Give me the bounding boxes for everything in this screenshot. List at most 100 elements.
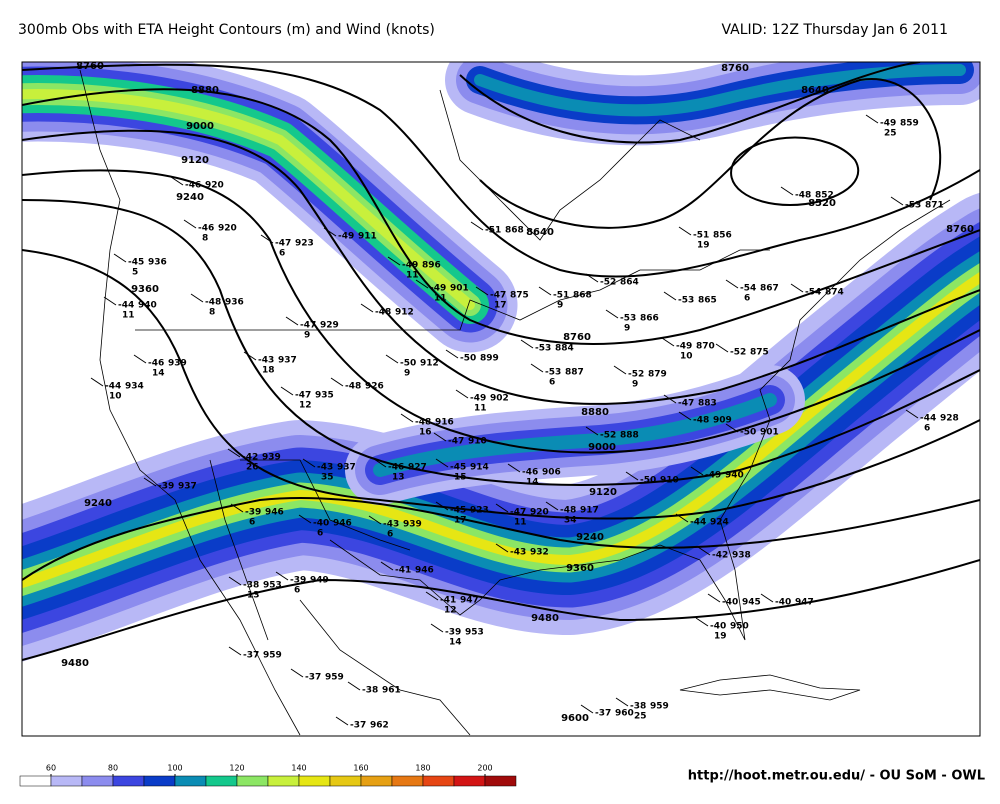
station-wind: 17 — [454, 516, 467, 526]
wind-barb — [190, 293, 204, 303]
station-wind: 8 — [209, 308, 215, 318]
colorbar-swatch — [174, 775, 207, 787]
colorbar-label: 140 — [291, 764, 306, 773]
station-temperature: -51 — [553, 291, 569, 301]
station-temperature: -39 — [158, 482, 174, 492]
wind-barb — [495, 543, 509, 553]
station-temperature: -44 — [105, 382, 121, 392]
station-height: 865 — [698, 296, 717, 306]
wind-barb — [400, 413, 414, 423]
station-temperature: -47 — [510, 508, 526, 518]
station-height: 960 — [615, 709, 634, 719]
contour — [459, 62, 921, 144]
station-height: 934 — [125, 382, 144, 392]
station-height: 945 — [742, 598, 761, 608]
contour-label: 9000 — [588, 442, 616, 453]
station-temperature: -53 — [535, 344, 551, 354]
contour-label: 8760 — [76, 61, 104, 72]
wind-barb — [302, 458, 316, 468]
station-temperature: -50 — [740, 428, 756, 438]
wind-barb — [615, 697, 629, 707]
wind-barb — [113, 253, 127, 263]
colorbar-swatch — [484, 775, 517, 787]
contour-label: 9240 — [176, 192, 204, 203]
station-temperature: -45 — [450, 463, 466, 473]
wind-barb — [545, 501, 559, 511]
station-temperature: -49 — [402, 261, 418, 271]
colorbar-swatch — [422, 775, 455, 787]
wind-barb — [183, 219, 197, 229]
station-temperature: -52 — [600, 431, 616, 441]
wind-barb — [368, 515, 382, 525]
contour-label: 8760 — [946, 224, 974, 235]
wind-barb — [435, 458, 449, 468]
station-height: 867 — [760, 284, 779, 294]
coastline — [79, 69, 301, 736]
station-height: 871 — [925, 201, 944, 211]
border — [240, 459, 411, 551]
contour — [22, 88, 980, 345]
coastline — [329, 199, 951, 641]
station-temperature: -53 — [620, 314, 636, 324]
colorbar-swatch — [453, 775, 486, 787]
station-temperature: -39 — [445, 628, 461, 638]
wind-barb — [280, 386, 294, 396]
station-height: 926 — [365, 382, 384, 392]
station-wind: 25 — [634, 712, 647, 722]
station-temperature: -39 — [245, 508, 261, 518]
wind-barb — [380, 561, 394, 571]
station-wind: 14 — [526, 478, 539, 488]
station-temperature: -47 — [678, 399, 694, 409]
station-wind: 6 — [279, 249, 285, 259]
station-temperature: -48 — [205, 298, 221, 308]
station-height: 937 — [178, 482, 197, 492]
station-height: 947 — [795, 598, 814, 608]
station-wind: 13 — [247, 591, 260, 601]
station-height: 939 — [262, 453, 281, 463]
station-temperature: -49 — [470, 394, 486, 404]
station-temperature: -40 — [313, 519, 329, 529]
station-temperature: -37 — [243, 651, 259, 661]
station-height: 909 — [713, 416, 732, 426]
wind-barb — [415, 279, 429, 289]
station-height: 959 — [263, 651, 282, 661]
height-contours — [22, 62, 980, 661]
station-wind: 6 — [249, 518, 255, 528]
wind-barb — [675, 513, 689, 523]
wind-barb — [103, 296, 117, 306]
station-height: 959 — [325, 673, 344, 683]
station-wind: 26 — [246, 463, 259, 473]
station-height: 936 — [148, 258, 167, 268]
geography — [79, 69, 951, 736]
station-wind: 6 — [387, 530, 393, 540]
colorbar-swatch — [329, 775, 362, 787]
colorbar-swatch — [50, 775, 83, 787]
wind-barb — [170, 176, 184, 186]
wind-barb — [663, 394, 677, 404]
contour-label: 9120 — [181, 155, 209, 166]
station-height: 899 — [480, 354, 499, 364]
station-height: 923 — [295, 239, 314, 249]
station-height: 896 — [422, 261, 441, 271]
contour-label: 9240 — [576, 532, 604, 543]
station-temperature: -53 — [545, 368, 561, 378]
station-wind: 17 — [494, 301, 507, 311]
station-wind: 14 — [449, 638, 462, 648]
wind-barb — [290, 668, 304, 678]
station-height: 937 — [278, 356, 297, 366]
contour-label: 9360 — [566, 563, 594, 574]
station-height: 912 — [395, 308, 414, 318]
wind-band — [22, 89, 475, 310]
station-height: 864 — [620, 278, 639, 288]
wind-barb — [435, 501, 449, 511]
wind-barb — [243, 351, 257, 361]
station-temperature: -43 — [510, 548, 526, 558]
colorbar-swatch — [360, 775, 393, 787]
station-height: 901 — [760, 428, 779, 438]
station-temperature: -52 — [600, 278, 616, 288]
colorbar-swatch — [236, 775, 269, 787]
wind-barb — [905, 409, 919, 419]
station-height: 916 — [435, 418, 454, 428]
wind-barb — [695, 617, 709, 627]
station-height: 947 — [460, 596, 479, 606]
